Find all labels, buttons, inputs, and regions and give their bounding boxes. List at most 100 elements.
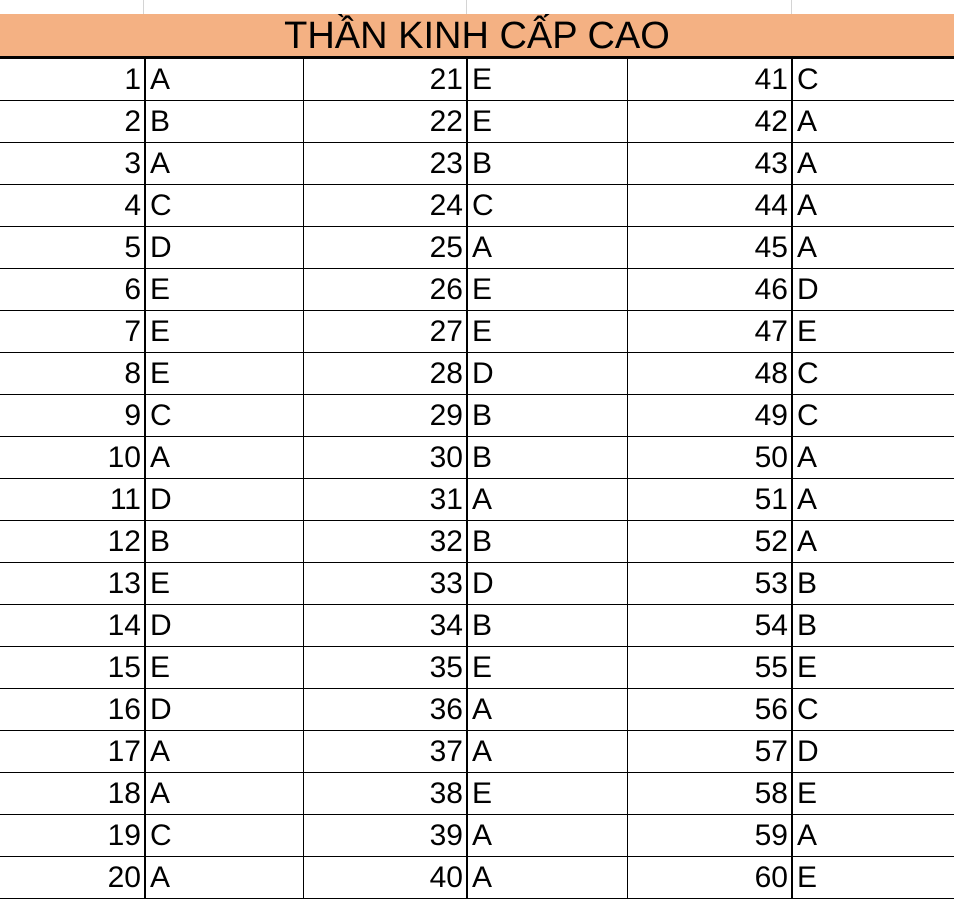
question-number-cell[interactable]: 14 (0, 604, 146, 647)
answer-cell[interactable]: A (791, 184, 954, 227)
question-number-cell[interactable]: 27 (302, 310, 468, 353)
answer-cell[interactable]: A (144, 730, 304, 773)
answer-cell[interactable]: E (791, 856, 954, 899)
answer-cell[interactable]: E (466, 646, 628, 689)
answer-cell[interactable]: B (466, 394, 628, 437)
question-number-cell[interactable]: 46 (626, 268, 793, 311)
question-number-cell[interactable]: 25 (302, 226, 468, 269)
answer-cell[interactable]: C (144, 814, 304, 857)
answer-cell[interactable]: D (144, 688, 304, 731)
answer-cell[interactable]: D (791, 268, 954, 311)
question-number-cell[interactable]: 41 (626, 58, 793, 101)
answer-cell[interactable]: C (144, 394, 304, 437)
answer-cell[interactable]: A (144, 772, 304, 815)
answer-cell[interactable]: B (466, 436, 628, 479)
question-number-cell[interactable]: 60 (626, 856, 793, 899)
question-number-cell[interactable]: 19 (0, 814, 146, 857)
answer-cell[interactable]: E (144, 268, 304, 311)
answer-cell[interactable]: A (791, 478, 954, 521)
question-number-cell[interactable]: 1 (0, 58, 146, 101)
answer-cell[interactable]: A (791, 520, 954, 563)
answer-cell[interactable]: A (144, 142, 304, 185)
answer-cell[interactable]: A (791, 436, 954, 479)
answer-cell[interactable]: D (791, 730, 954, 773)
answer-cell[interactable]: E (466, 58, 628, 101)
answer-cell[interactable]: D (144, 604, 304, 647)
question-number-cell[interactable]: 10 (0, 436, 146, 479)
question-number-cell[interactable]: 45 (626, 226, 793, 269)
question-number-cell[interactable]: 12 (0, 520, 146, 563)
answer-cell[interactable]: D (144, 226, 304, 269)
answer-cell[interactable]: A (466, 226, 628, 269)
answer-cell[interactable]: B (466, 604, 628, 647)
question-number-cell[interactable]: 17 (0, 730, 146, 773)
question-number-cell[interactable]: 59 (626, 814, 793, 857)
question-number-cell[interactable]: 40 (302, 856, 468, 899)
question-number-cell[interactable]: 48 (626, 352, 793, 395)
answer-cell[interactable]: B (144, 100, 304, 143)
question-number-cell[interactable]: 21 (302, 58, 468, 101)
answer-cell[interactable]: C (791, 58, 954, 101)
question-number-cell[interactable]: 11 (0, 478, 146, 521)
answer-cell[interactable]: C (791, 394, 954, 437)
answer-cell[interactable]: E (144, 562, 304, 605)
question-number-cell[interactable]: 23 (302, 142, 468, 185)
question-number-cell[interactable]: 43 (626, 142, 793, 185)
answer-cell[interactable]: B (144, 520, 304, 563)
question-number-cell[interactable]: 39 (302, 814, 468, 857)
question-number-cell[interactable]: 54 (626, 604, 793, 647)
question-number-cell[interactable]: 42 (626, 100, 793, 143)
answer-cell[interactable]: A (144, 436, 304, 479)
question-number-cell[interactable]: 22 (302, 100, 468, 143)
question-number-cell[interactable]: 16 (0, 688, 146, 731)
answer-cell[interactable]: A (466, 478, 628, 521)
question-number-cell[interactable]: 2 (0, 100, 146, 143)
answer-cell[interactable]: C (791, 688, 954, 731)
question-number-cell[interactable]: 6 (0, 268, 146, 311)
question-number-cell[interactable]: 18 (0, 772, 146, 815)
question-number-cell[interactable]: 33 (302, 562, 468, 605)
answer-cell[interactable]: D (144, 478, 304, 521)
answer-cell[interactable]: D (466, 352, 628, 395)
answer-cell[interactable]: A (791, 100, 954, 143)
question-number-cell[interactable]: 55 (626, 646, 793, 689)
answer-cell[interactable]: C (466, 184, 628, 227)
question-number-cell[interactable]: 38 (302, 772, 468, 815)
answer-cell[interactable]: E (466, 772, 628, 815)
question-number-cell[interactable]: 35 (302, 646, 468, 689)
question-number-cell[interactable]: 5 (0, 226, 146, 269)
answer-cell[interactable]: A (466, 688, 628, 731)
question-number-cell[interactable]: 29 (302, 394, 468, 437)
question-number-cell[interactable]: 7 (0, 310, 146, 353)
question-number-cell[interactable]: 31 (302, 478, 468, 521)
question-number-cell[interactable]: 47 (626, 310, 793, 353)
question-number-cell[interactable]: 37 (302, 730, 468, 773)
question-number-cell[interactable]: 32 (302, 520, 468, 563)
question-number-cell[interactable]: 4 (0, 184, 146, 227)
answer-cell[interactable]: A (791, 226, 954, 269)
answer-cell[interactable]: E (144, 646, 304, 689)
question-number-cell[interactable]: 57 (626, 730, 793, 773)
question-number-cell[interactable]: 15 (0, 646, 146, 689)
question-number-cell[interactable]: 51 (626, 478, 793, 521)
answer-cell[interactable]: A (466, 730, 628, 773)
question-number-cell[interactable]: 58 (626, 772, 793, 815)
answer-cell[interactable]: A (466, 814, 628, 857)
answer-cell[interactable]: E (144, 352, 304, 395)
question-number-cell[interactable]: 53 (626, 562, 793, 605)
answer-cell[interactable]: E (466, 268, 628, 311)
answer-cell[interactable]: C (791, 352, 954, 395)
answer-cell[interactable]: A (466, 856, 628, 899)
question-number-cell[interactable]: 28 (302, 352, 468, 395)
answer-cell[interactable]: B (791, 604, 954, 647)
answer-cell[interactable]: C (144, 184, 304, 227)
question-number-cell[interactable]: 24 (302, 184, 468, 227)
question-number-cell[interactable]: 26 (302, 268, 468, 311)
question-number-cell[interactable]: 44 (626, 184, 793, 227)
question-number-cell[interactable]: 34 (302, 604, 468, 647)
answer-cell[interactable]: A (791, 142, 954, 185)
question-number-cell[interactable]: 3 (0, 142, 146, 185)
question-number-cell[interactable]: 52 (626, 520, 793, 563)
question-number-cell[interactable]: 20 (0, 856, 146, 899)
answer-cell[interactable]: A (144, 856, 304, 899)
